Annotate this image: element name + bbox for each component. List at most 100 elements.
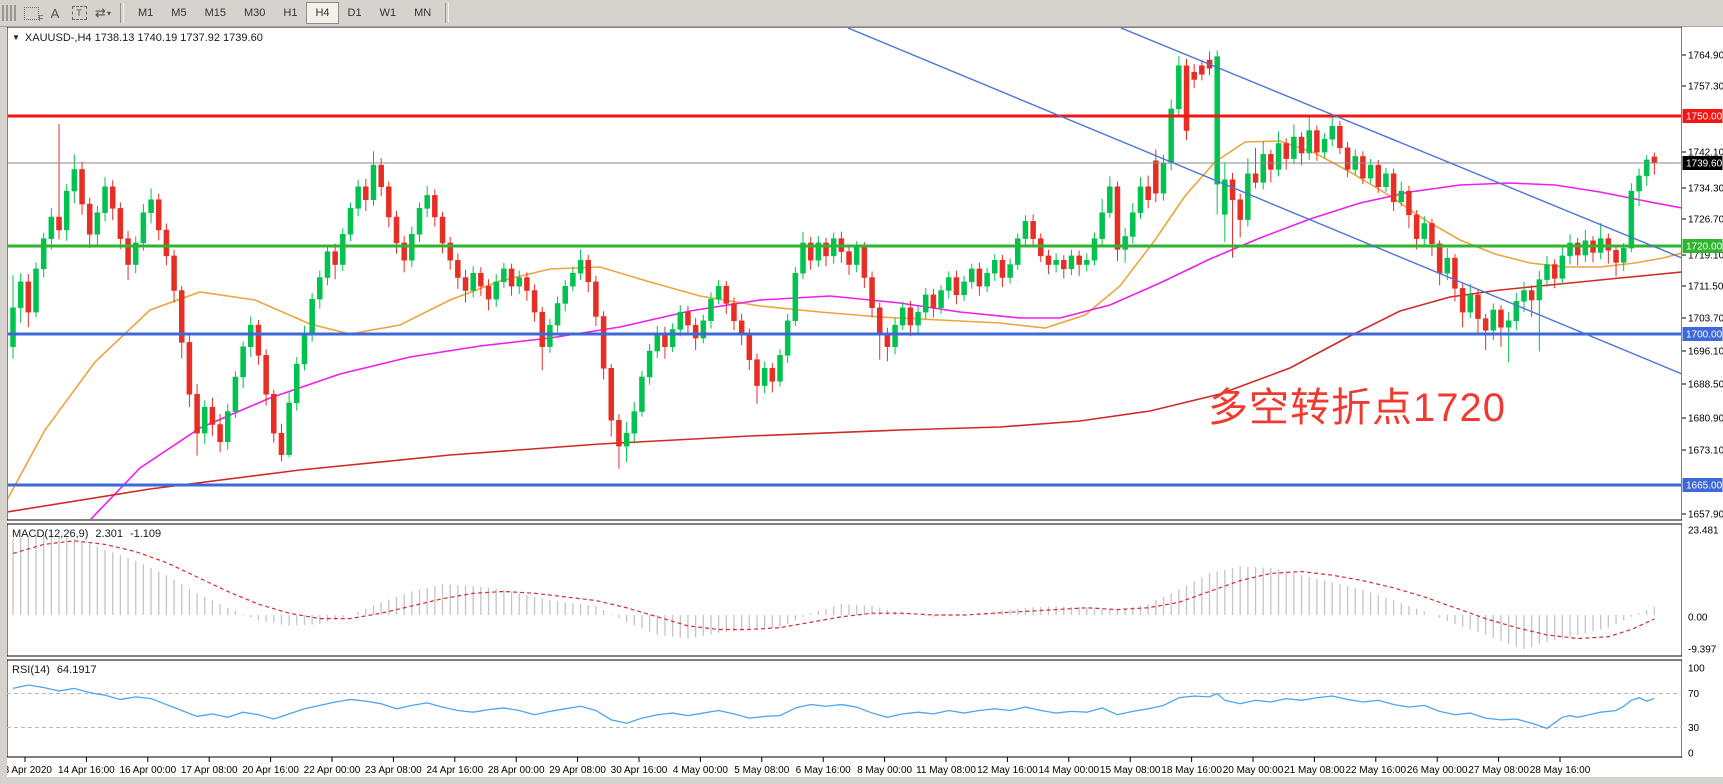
arrows-tool-icon[interactable]: ⇄ ▾ <box>95 5 111 20</box>
candle-down <box>439 216 446 244</box>
candle-up <box>1421 223 1428 239</box>
candle-down <box>1390 173 1397 203</box>
candle-up <box>48 216 55 239</box>
candle-up <box>1107 186 1113 213</box>
candle-up <box>570 272 576 287</box>
candle-down <box>1498 309 1504 328</box>
candle-up <box>370 164 377 200</box>
time-axis-label: 4 May 00:00 <box>673 765 728 776</box>
descending-trendline[interactable] <box>1120 28 1682 259</box>
price-axis-label: 1734.30 <box>1688 184 1723 195</box>
tf-button-m15[interactable]: M15 <box>204 7 226 19</box>
candle-down <box>171 255 177 291</box>
price-badge: 1665.00 <box>1686 481 1723 492</box>
candle-down <box>455 259 461 278</box>
tf-button-h1[interactable]: H1 <box>283 7 298 19</box>
candle-down <box>508 268 515 287</box>
tf-button-w1[interactable]: W1 <box>379 7 397 19</box>
candle-down <box>109 186 116 209</box>
main-chart-pane[interactable] <box>6 26 1683 521</box>
candle-down <box>1406 190 1412 216</box>
toolbar-grip[interactable] <box>2 5 16 21</box>
macd-pane[interactable] <box>6 523 1683 657</box>
rsi-pane[interactable] <box>6 659 1683 758</box>
snap-grid-icon[interactable]: F <box>19 3 44 23</box>
candle-down <box>731 303 737 322</box>
candle-down <box>861 247 868 278</box>
macd-axis-label: 23.481 <box>1688 526 1719 537</box>
price-axis-label: 1719.10 <box>1688 251 1723 262</box>
symbol-title[interactable]: ▼ XAUUSD-,H4 1738.13 1740.19 1737.92 1739… <box>12 32 263 44</box>
ma-red <box>8 271 1681 513</box>
macd-axis-label: 0.00 <box>1688 613 1708 624</box>
time-axis-label: 21 May 08:00 <box>1284 765 1345 776</box>
candle-up <box>1367 164 1374 179</box>
candle-up <box>1091 238 1098 261</box>
time-axis-label: 18 May 16:00 <box>1161 765 1222 776</box>
candle-up <box>984 272 990 287</box>
candle-up <box>969 268 975 283</box>
time-axis-label: 11 May 08:00 <box>916 765 976 776</box>
candle-up <box>202 406 208 434</box>
candle-up <box>340 234 346 265</box>
main-chart-layer[interactable] <box>7 28 1682 520</box>
symbol-dropdown-icon[interactable]: ▼ <box>12 33 20 42</box>
price-badge: 1739.60 <box>1686 159 1723 170</box>
candle-up <box>677 311 684 330</box>
macd-value-signal: -1.109 <box>129 528 162 540</box>
candle-up <box>1444 257 1451 274</box>
bottom-window-edge <box>0 777 1723 784</box>
time-axis-label: 16 Apr 00:00 <box>119 765 176 776</box>
candle-down <box>263 355 269 395</box>
candle-up <box>554 303 561 326</box>
time-axis-label: 12 May 16:00 <box>977 765 1038 776</box>
candle-up <box>1022 221 1029 239</box>
candle-up <box>1176 65 1182 110</box>
candle-down <box>386 186 392 218</box>
candle-up <box>1260 154 1266 183</box>
candle-down <box>1199 65 1205 75</box>
candle-up <box>1329 125 1335 140</box>
candle-down <box>1375 164 1382 187</box>
candle-down <box>1298 136 1305 154</box>
dropdown-caret-icon[interactable]: ▾ <box>106 8 111 18</box>
macd-value-main: 2.301 <box>95 528 123 540</box>
candle-down <box>953 277 960 296</box>
chart-annotation[interactable]: 多空转折点1720 <box>1208 386 1506 430</box>
candle-up <box>1398 190 1405 203</box>
candle-down <box>363 186 369 200</box>
candle-down <box>662 333 668 347</box>
candle-up <box>761 368 768 386</box>
candle-up <box>470 272 476 291</box>
candle-up <box>1160 162 1167 194</box>
toolbar-separator <box>120 3 124 23</box>
time-axis-label: 14 Apr 16:00 <box>58 765 115 776</box>
candle-down <box>876 307 883 334</box>
descending-trendline[interactable] <box>847 28 1682 375</box>
tf-button-m1[interactable]: M1 <box>138 7 154 19</box>
candle-up <box>1521 290 1527 302</box>
candle-up <box>1636 175 1642 192</box>
candle-down <box>1076 255 1082 265</box>
tf-button-h4[interactable]: H4 <box>306 2 339 24</box>
tf-button-m5[interactable]: M5 <box>171 7 187 19</box>
tf-button-m30[interactable]: M30 <box>243 7 266 19</box>
rsi-axis-label: 70 <box>1688 689 1700 700</box>
tf-button-d1[interactable]: D1 <box>347 7 362 19</box>
candle-up <box>317 277 323 300</box>
candle-down <box>1429 223 1435 245</box>
text-label-icon[interactable]: A <box>50 5 60 21</box>
text-box-icon[interactable]: T <box>67 3 91 23</box>
time-axis-label: 22 Apr 00:00 <box>304 765 361 776</box>
time-axis-label: 29 Apr 08:00 <box>549 765 606 776</box>
candle-down <box>524 277 530 291</box>
candle-down <box>1153 160 1159 194</box>
candle-up <box>899 307 906 326</box>
candle-up <box>1620 247 1627 263</box>
tf-button-mn[interactable]: MN <box>414 7 432 19</box>
price-axis <box>1682 27 1723 757</box>
candle-down <box>56 216 62 231</box>
candle-up <box>623 432 630 447</box>
candle-down <box>884 333 891 347</box>
